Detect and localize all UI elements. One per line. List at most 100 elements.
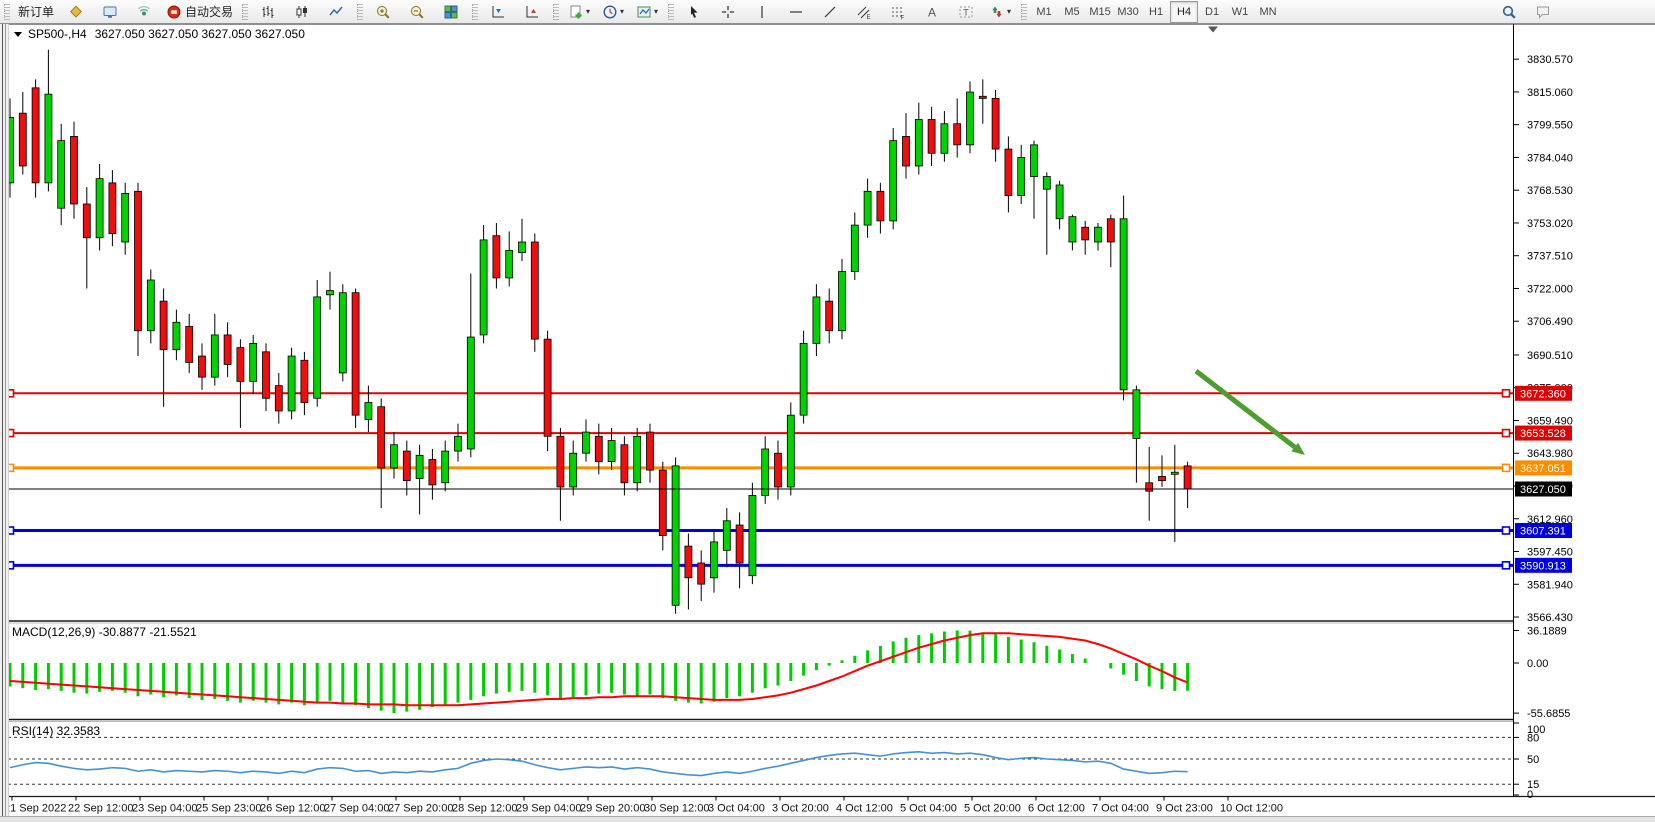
symbol-collapse-icon[interactable] [14,31,22,37]
chart-shift-marker-icon[interactable] [1208,26,1218,33]
candle [927,106,936,166]
candle [428,448,437,500]
trendline-button[interactable] [814,1,846,23]
autotrade-button[interactable]: 自动交易 [162,1,237,23]
toolbar-drag-handle[interactable] [242,3,249,20]
price-tick-label: 3597.450 [1527,547,1573,559]
chevron-down-icon[interactable]: ▾ [1007,7,1012,16]
candle [492,222,501,289]
timeframe-mn-button[interactable]: MN [1259,5,1277,18]
zoom-out-icon [411,5,424,19]
candle [1004,136,1013,213]
candle [1055,180,1064,230]
line-endpoint-marker[interactable] [1501,561,1511,570]
arrange-right-button[interactable] [516,1,548,23]
chevron-down-icon[interactable]: ▾ [586,7,591,16]
candle [351,288,360,428]
chart-canvas[interactable]: 3830.570 3815.060 3799.550 3784.040 3768.530… [0,24,1655,822]
rsi-tick-label: 100 [1527,724,1545,736]
time-tick-label: 29 Sep 04:00 [516,803,581,815]
time-tick-label: 23 Sep 04:00 [132,803,197,815]
line-endpoint-marker[interactable] [1501,526,1511,535]
timeframe-h4-button[interactable]: H4 [1170,0,1199,23]
timeframe-m30-button[interactable]: M30 [1117,5,1139,18]
period-button[interactable]: ▾ [597,1,629,23]
timeframe-m5-button[interactable]: M5 [1064,5,1080,18]
candle [850,212,859,281]
candle [646,423,654,483]
toolbar-drag-handle[interactable] [553,3,560,20]
new-order-button[interactable]: 新订单 [14,1,58,23]
add-chart-icon [570,5,582,18]
toolbar-drag-handle[interactable] [1021,3,1028,20]
zoom-in-button[interactable] [367,1,399,23]
horizontal-line-button[interactable] [780,1,812,23]
shapes-button[interactable]: ▾ [984,1,1016,23]
line-endpoint-marker[interactable] [1501,428,1511,438]
chart-symbol-header[interactable]: SP500-,H4 3627.050 3627.050 3627.050 362… [14,27,305,41]
candle [185,313,194,373]
zoom-out-button[interactable] [401,1,433,23]
candle-body [876,190,885,222]
text-label-button[interactable]: T [950,1,982,23]
signal-button[interactable] [128,1,160,23]
price-label-text: 3637.051 [1520,463,1566,475]
candle-body [863,190,872,226]
bar-chart-button[interactable] [252,1,284,23]
timeframe-m1-button[interactable]: M1 [1036,5,1052,18]
candle-body [274,385,283,412]
candle-body [402,450,411,482]
arrange-left-button[interactable] [482,1,514,23]
svg-text:A: A [928,5,936,19]
text-icon: A [928,5,936,19]
cursor-button[interactable] [678,1,710,23]
rsi-tick-label: 50 [1527,754,1539,766]
timeframe-w1-button[interactable]: W1 [1231,5,1249,18]
candle-body [1132,389,1141,439]
timeframe-h1-button[interactable]: H1 [1149,5,1164,18]
tile-windows-button[interactable] [435,1,467,23]
candle-body [774,452,782,488]
candle-body [1145,482,1154,492]
candle-body [415,454,424,479]
candle-body [671,465,680,606]
toolbar-drag-handle[interactable] [668,3,675,20]
channel-button[interactable]: E [848,1,880,23]
timeframe-m15-button[interactable]: M15 [1089,5,1111,18]
candle [326,271,334,310]
chevron-down-icon[interactable]: ▾ [620,7,625,16]
vertical-line-button[interactable] [746,1,778,23]
add-indicator-button[interactable]: ▾ [563,1,595,23]
line-endpoint-marker[interactable] [1501,463,1511,473]
macd-panel[interactable]: 36.1889 0.00 -55.6855 [8,625,1570,720]
candle-body [1068,216,1077,243]
timeframe-d1-button[interactable]: D1 [1205,5,1220,18]
candle-body [1004,148,1013,196]
chat-button[interactable]: 1 [1527,1,1559,23]
terminal-button[interactable] [94,1,126,23]
text-button[interactable]: A [916,1,948,23]
search-button[interactable] [1493,1,1525,23]
candle [121,182,130,255]
template-button[interactable]: ▾ [631,1,663,23]
candle-body [697,562,706,585]
candle-body [262,351,270,399]
candle-body [889,140,898,222]
crosshair-button[interactable] [712,1,744,23]
candle-body [556,435,565,488]
line-endpoint-marker[interactable] [1501,389,1511,398]
line-chart-button[interactable] [320,1,352,23]
candle [1106,214,1115,268]
candle-chart-button[interactable] [286,1,318,23]
toolbar-drag-handle[interactable] [472,3,479,20]
candle [70,121,78,219]
time-tick-label: 5 Oct 20:00 [964,803,1021,815]
fibonacci-button[interactable]: F [882,1,914,23]
toolbar-drag-handle[interactable] [4,3,10,20]
chevron-down-icon[interactable]: ▾ [654,7,659,16]
toolbar-drag-handle[interactable] [357,3,364,20]
trend-arrow-annotation[interactable] [1194,369,1305,455]
market-watch-button[interactable] [60,1,92,23]
